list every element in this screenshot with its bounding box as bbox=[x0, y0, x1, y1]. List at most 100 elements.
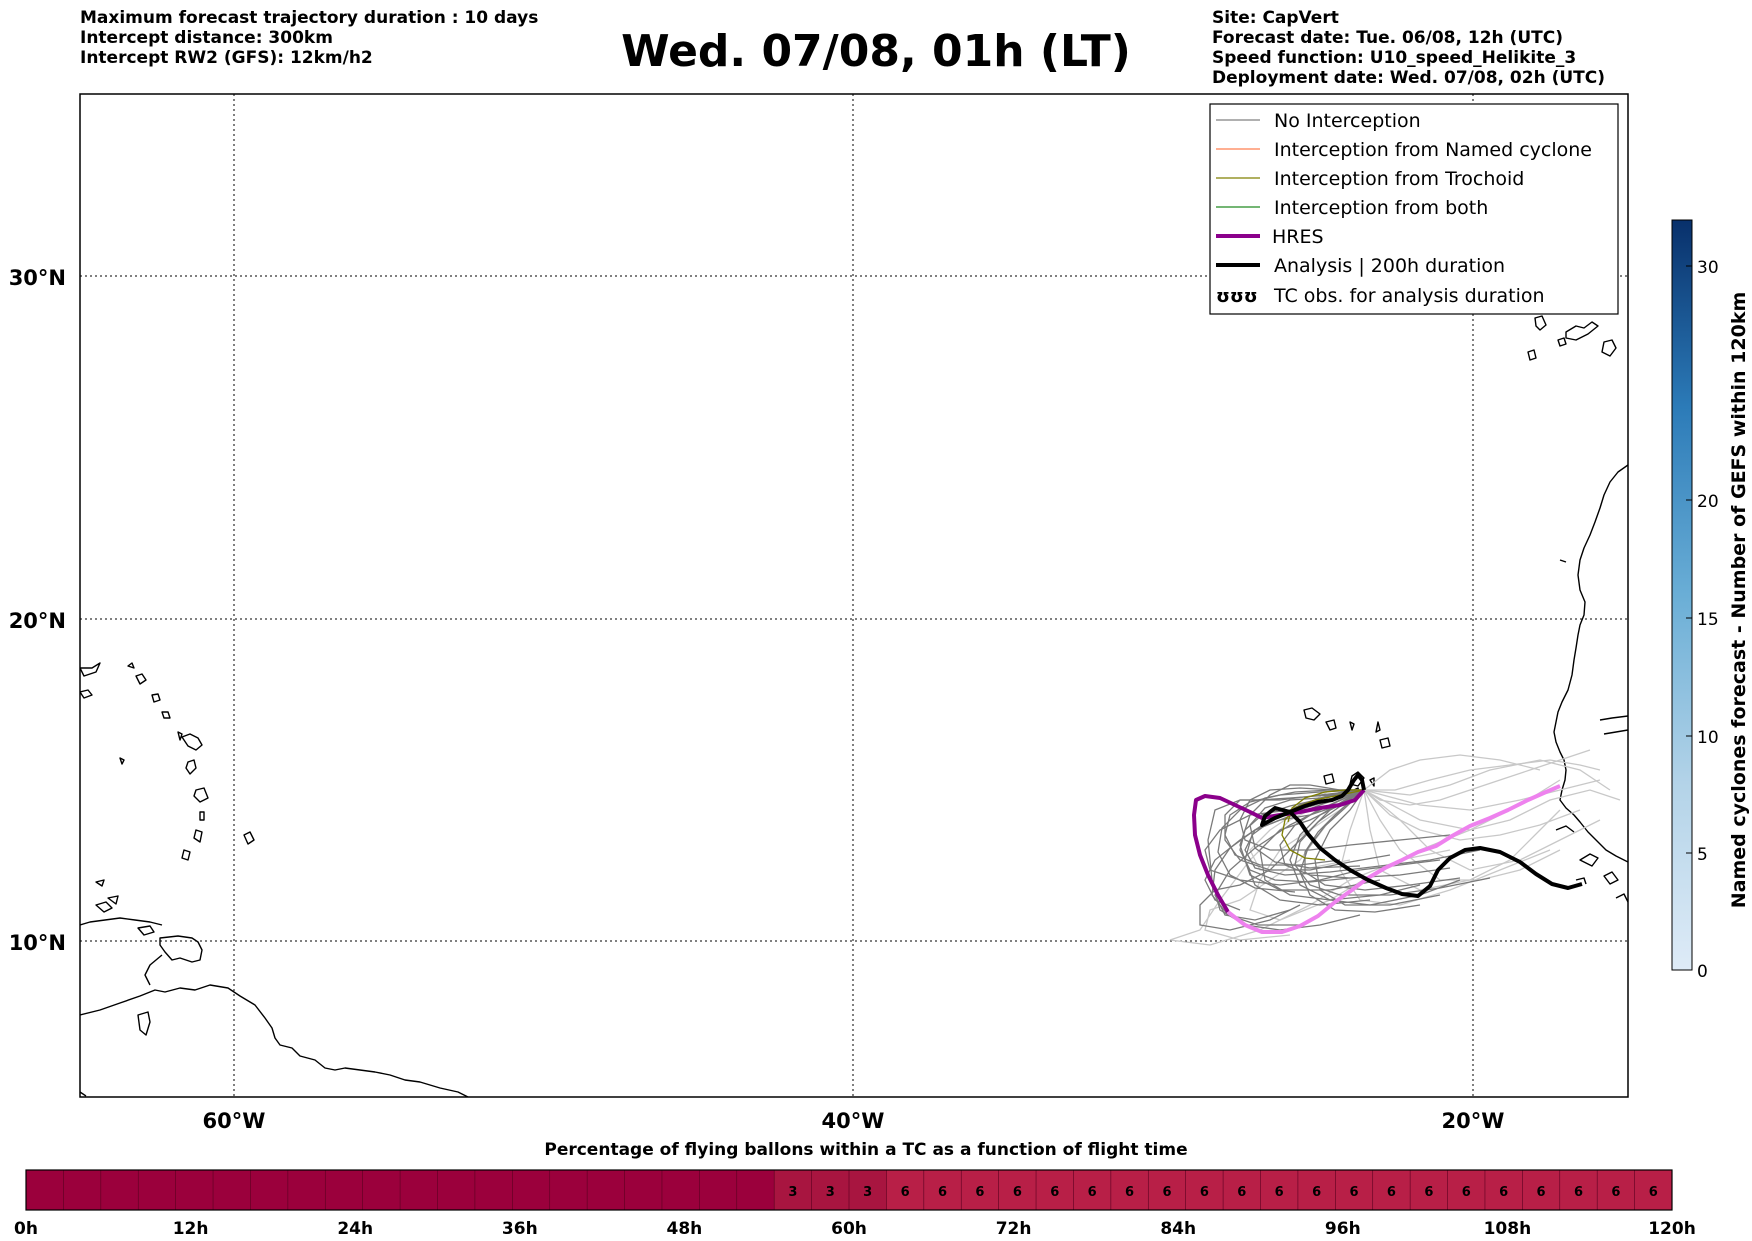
timebar-cell bbox=[325, 1170, 364, 1210]
timebar-cell-value: 6 bbox=[1574, 1185, 1583, 1200]
timebar-tick-label: 96h bbox=[1325, 1219, 1361, 1239]
timebar-cell bbox=[1185, 1170, 1224, 1210]
timebar-cell-value: 3 bbox=[863, 1185, 872, 1200]
timebar-cell-value: 6 bbox=[938, 1185, 947, 1200]
timebar-frame bbox=[25, 1169, 1673, 1211]
timebar-cell-value: 6 bbox=[1537, 1185, 1546, 1200]
timebar-cell bbox=[1522, 1170, 1561, 1210]
lat-label-30n: 30°N bbox=[9, 266, 66, 290]
timebar-cell bbox=[736, 1170, 775, 1210]
legend-label-analysis: Analysis | 200h duration bbox=[1274, 255, 1505, 277]
timebar-cell bbox=[63, 1170, 102, 1210]
timebar-cell-value: 6 bbox=[1237, 1185, 1246, 1200]
timebar-cell bbox=[1559, 1170, 1598, 1210]
timebar-cell-value: 6 bbox=[1050, 1185, 1059, 1200]
colorbar-tick-5: 5 bbox=[1697, 845, 1708, 865]
timebar-cell-value: 6 bbox=[1349, 1185, 1358, 1200]
timebar-tick-label: 0h bbox=[14, 1219, 38, 1239]
colorbar-tick-20: 20 bbox=[1697, 492, 1719, 512]
trajectory-hres bbox=[1192, 784, 1561, 934]
info-left: Maximum forecast trajectory duration : 1… bbox=[80, 8, 538, 68]
timebar-cell bbox=[661, 1170, 700, 1210]
colorbar-tick-30: 30 bbox=[1697, 258, 1719, 278]
timebar-cell bbox=[1447, 1170, 1486, 1210]
info-site: Site: CapVert bbox=[1212, 8, 1339, 28]
timebar-cell bbox=[213, 1170, 251, 1210]
colorbar-label: Named cyclones forecast - Number of GEFS… bbox=[1728, 292, 1750, 909]
timebar-cell bbox=[699, 1170, 738, 1210]
colorbar-scale bbox=[1671, 219, 1693, 971]
timebar-cell-value: 6 bbox=[1387, 1185, 1396, 1200]
timebar-tick-label: 84h bbox=[1160, 1219, 1196, 1239]
timebar-ticks: 0h 12h 24h 36h 48h 60h 72h 84h 96h 108h 120h bbox=[14, 1219, 1696, 1239]
timebar-cell bbox=[849, 1170, 887, 1210]
timebar-cell bbox=[1073, 1170, 1112, 1210]
timebar-cell bbox=[886, 1170, 925, 1210]
timebar-cell-value: 6 bbox=[1013, 1185, 1022, 1200]
colorbar-tick-15: 15 bbox=[1697, 610, 1719, 630]
timebar-tick-label: 72h bbox=[996, 1219, 1032, 1239]
timebar-tick-label: 24h bbox=[337, 1219, 373, 1239]
timebar-tick-label: 12h bbox=[173, 1219, 209, 1239]
timebar-cell-value: 6 bbox=[1649, 1185, 1658, 1200]
timebar-cell-value: 6 bbox=[1611, 1185, 1620, 1200]
coastline-south-america bbox=[80, 984, 469, 1097]
colorbar-tick-0: 0 bbox=[1697, 962, 1708, 982]
timebar: 3 3 3 6 6 6 6 6 6 6 6 6 6 6 6 6 6 6 6 6 6 6 6 6 bbox=[25, 1169, 1673, 1211]
timebar-cell bbox=[1036, 1170, 1074, 1210]
timebar-cell bbox=[100, 1170, 139, 1210]
timebar-cell bbox=[774, 1170, 813, 1210]
legend-tc-obs-icon: ʊʊʊ bbox=[1216, 286, 1258, 307]
lat-label-20n: 20°N bbox=[9, 609, 66, 633]
info-intercept-rw2: Intercept RW2 (GFS): 12km/h2 bbox=[80, 48, 373, 68]
timebar-cell bbox=[437, 1170, 476, 1210]
lon-label-40w: 40°W bbox=[822, 1109, 885, 1133]
timebar-cell-value: 3 bbox=[826, 1185, 835, 1200]
timebar-cell bbox=[587, 1170, 626, 1210]
lon-label-20w: 20°W bbox=[1442, 1109, 1505, 1133]
info-forecast-date: Forecast date: Tue. 06/08, 12h (UTC) bbox=[1212, 28, 1563, 48]
timebar-cell bbox=[1297, 1170, 1336, 1210]
timebar-cell bbox=[362, 1170, 401, 1210]
timebar-cell-value: 6 bbox=[1200, 1185, 1209, 1200]
timebar-cell bbox=[287, 1170, 326, 1210]
timebar-cell bbox=[624, 1170, 663, 1210]
timebar-title: Percentage of flying ballons within a TC… bbox=[544, 1140, 1187, 1160]
timebar-cell-value: 6 bbox=[1312, 1185, 1321, 1200]
timebar-cell bbox=[1260, 1170, 1299, 1210]
legend-label-hres: HRES bbox=[1272, 226, 1324, 248]
trajectory-analysis bbox=[1260, 773, 1583, 898]
timebar-cell bbox=[1223, 1170, 1261, 1210]
timebar-cell-value: 6 bbox=[901, 1185, 910, 1200]
timebar-cell-value: 6 bbox=[1088, 1185, 1097, 1200]
timebar-cell bbox=[1372, 1170, 1411, 1210]
timebar-cell bbox=[474, 1170, 513, 1210]
timebar-cell-value: 6 bbox=[1462, 1185, 1471, 1200]
timebar-cell bbox=[923, 1170, 962, 1210]
info-speed-function: Speed function: U10_speed_Helikite_3 bbox=[1212, 48, 1577, 68]
coastlines bbox=[80, 315, 1628, 1097]
colorbar: 0 5 10 15 20 30 Named cyclones forecast … bbox=[1671, 219, 1750, 982]
timebar-cell bbox=[961, 1170, 1000, 1210]
timebar-cell bbox=[811, 1170, 850, 1210]
coastline-antilles bbox=[80, 662, 101, 677]
info-max-duration: Maximum forecast trajectory duration : 1… bbox=[80, 8, 539, 28]
timebar-cell-value: 6 bbox=[1162, 1185, 1171, 1200]
timebar-cell bbox=[175, 1170, 214, 1210]
timebar-tick-label: 36h bbox=[502, 1219, 538, 1239]
timebar-tick-label: 108h bbox=[1484, 1219, 1532, 1239]
timebar-cell bbox=[512, 1170, 551, 1210]
timebar-cell bbox=[1634, 1170, 1673, 1210]
page-title: Wed. 07/08, 01h (LT) bbox=[621, 26, 1131, 77]
info-deployment-date: Deployment date: Wed. 07/08, 02h (UTC) bbox=[1212, 68, 1606, 88]
lat-label-10n: 10°N bbox=[9, 931, 66, 955]
legend: No Interception Interception from Named … bbox=[1209, 103, 1619, 315]
legend-label-both: Interception from both bbox=[1274, 197, 1488, 219]
timebar-cell bbox=[1484, 1170, 1523, 1210]
coastline-africa bbox=[1553, 464, 1628, 863]
timebar-cell bbox=[1410, 1170, 1449, 1210]
colorbar-tick-10: 10 bbox=[1697, 728, 1719, 748]
info-intercept-distance: Intercept distance: 300km bbox=[80, 28, 333, 48]
timebar-cell bbox=[549, 1170, 588, 1210]
